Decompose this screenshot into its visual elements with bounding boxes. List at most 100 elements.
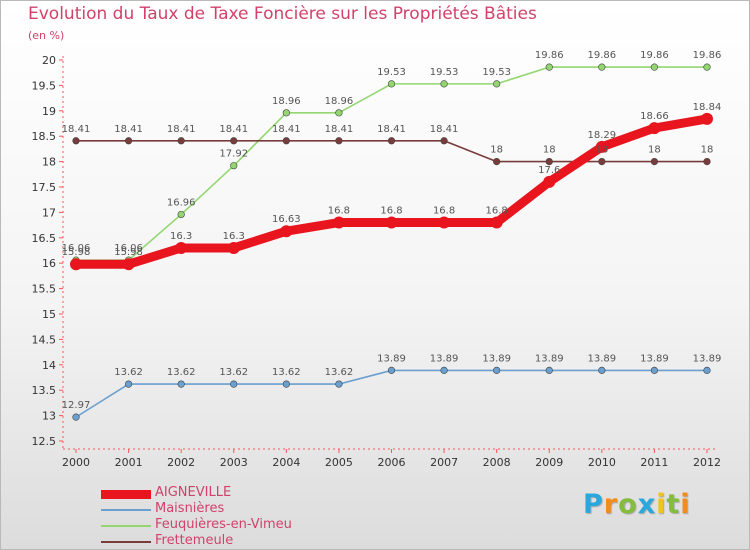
data-point-aigneville [122,258,135,271]
series-layer [70,63,713,421]
data-label-aigneville: 15.98 [114,247,143,258]
data-label-maisni-res: 13.62 [219,367,248,378]
data-point-frettemeule [440,137,448,145]
legend-item: AIGNEVILLE [101,485,361,502]
data-point-feuqui-res-en-vimeu [282,109,290,117]
y-tick-label: 17.5 [32,181,57,194]
data-point-frettemeule [282,137,290,145]
y-tick-label: 14.5 [32,333,57,346]
data-point-maisni-res [387,366,396,374]
data-label-aigneville: 18.66 [640,111,669,122]
data-label-feuqui-res-en-vimeu: 16.96 [167,197,196,208]
data-point-frettemeule [72,137,80,145]
legend-item: Maisnières [101,501,361,518]
legend-item: Feuquières-en-Vimeu [101,517,361,534]
data-point-aigneville [438,216,451,229]
proxiti-logo: Proxiti [583,489,691,520]
legend-swatch [101,525,151,527]
data-point-maisni-res [703,366,711,374]
logo-letter: t [666,489,681,520]
y-tick-label: 16.5 [32,232,57,245]
data-label-frettemeule: 18.41 [114,124,143,135]
data-point-frettemeule [545,158,553,166]
legend-label: Feuquières-en-Vimeu [155,517,292,532]
data-label-feuqui-res-en-vimeu: 19.86 [588,50,617,61]
data-label-frettemeule: 18.41 [377,124,406,135]
y-tick-label: 14 [42,359,56,372]
data-point-maisni-res [230,380,238,388]
data-point-frettemeule [230,137,238,145]
data-point-maisni-res [177,380,185,388]
data-label-feuqui-res-en-vimeu: 18.96 [325,96,354,107]
data-point-feuqui-res-en-vimeu [440,80,448,88]
data-point-maisni-res [335,380,343,388]
x-tick-label: 2009 [535,456,563,469]
data-label-aigneville: 16.8 [486,206,508,217]
x-tick-label: 2003 [220,456,248,469]
y-tick-label: 20 [42,54,56,67]
data-label-aigneville: 17.6 [538,165,560,176]
x-tick-label: 2012 [693,456,721,469]
data-point-maisni-res [545,366,553,374]
data-point-feuqui-res-en-vimeu [703,63,711,71]
data-label-aigneville: 16.63 [272,214,301,225]
data-label-feuqui-res-en-vimeu: 19.86 [640,50,669,61]
y-tick-label: 17 [42,206,56,219]
logo-letter: r [603,489,619,520]
data-label-frettemeule: 18.41 [167,124,196,135]
data-label-frettemeule: 18 [490,145,503,156]
data-label-maisni-res: 13.62 [325,367,354,378]
data-point-feuqui-res-en-vimeu [387,80,396,88]
data-point-frettemeule [703,158,711,166]
x-tick-label: 2004 [272,456,300,469]
data-point-frettemeule [335,137,343,145]
data-label-feuqui-res-en-vimeu: 19.53 [430,67,459,78]
data-label-aigneville: 16.3 [223,231,245,242]
data-point-aigneville [175,241,188,254]
x-tick-label: 2010 [588,456,616,469]
data-point-frettemeule [387,137,396,145]
y-tick-label: 19 [42,105,56,118]
data-point-maisni-res [282,380,290,388]
data-label-feuqui-res-en-vimeu: 19.53 [482,67,511,78]
x-tick-label: 2002 [167,456,195,469]
data-point-maisni-res [124,380,133,388]
y-axis-unit: (en %) [28,29,65,42]
data-label-maisni-res: 13.62 [114,367,143,378]
data-label-feuqui-res-en-vimeu: 16.06 [114,243,143,254]
data-label-frettemeule: 18 [595,145,608,156]
y-tick-label: 15.5 [32,283,57,296]
data-label-maisni-res: 13.89 [640,353,669,364]
data-point-maisni-res [440,366,448,374]
x-tick-label: 2000 [62,456,90,469]
data-label-feuqui-res-en-vimeu: 17.92 [219,149,248,160]
data-label-maisni-res: 13.89 [482,353,511,364]
data-point-aigneville [227,241,240,254]
data-point-aigneville [595,140,608,153]
legend-item: Frettemeule [101,533,361,550]
data-label-maisni-res: 13.62 [272,367,301,378]
data-label-frettemeule: 18.41 [325,124,354,135]
legend: AIGNEVILLE Maisnières Feuquières-en-Vimeu F… [101,485,361,550]
data-point-feuqui-res-en-vimeu [177,210,185,219]
data-label-frettemeule: 18 [648,145,661,156]
data-labels-layer: 12.97 13.62 13.62 13.62 13.62 13.62 13.89 13.89… [62,50,722,411]
data-label-feuqui-res-en-vimeu: 19.86 [535,50,564,61]
y-tick-label: 18.5 [32,130,57,143]
data-label-feuqui-res-en-vimeu: 18.96 [272,96,301,107]
data-point-aigneville [648,122,661,135]
data-label-maisni-res: 13.89 [588,353,617,364]
data-label-aigneville: 18.29 [588,130,617,141]
data-label-frettemeule: 18 [701,145,714,156]
data-label-aigneville: 15.98 [62,247,91,258]
data-label-maisni-res: 13.62 [167,367,196,378]
data-point-aigneville [701,112,713,125]
data-label-aigneville: 18.84 [693,102,722,113]
data-point-maisni-res [650,366,659,374]
data-label-feuqui-res-en-vimeu: 16.06 [62,243,91,254]
legend-swatch [101,509,151,511]
x-tick-label: 2008 [483,456,511,469]
data-point-frettemeule [598,158,606,166]
axes: 12.5 13 13.5 14 14.5 15 15.5 16 16.5 17 17.5 18 18.5… [32,54,722,469]
